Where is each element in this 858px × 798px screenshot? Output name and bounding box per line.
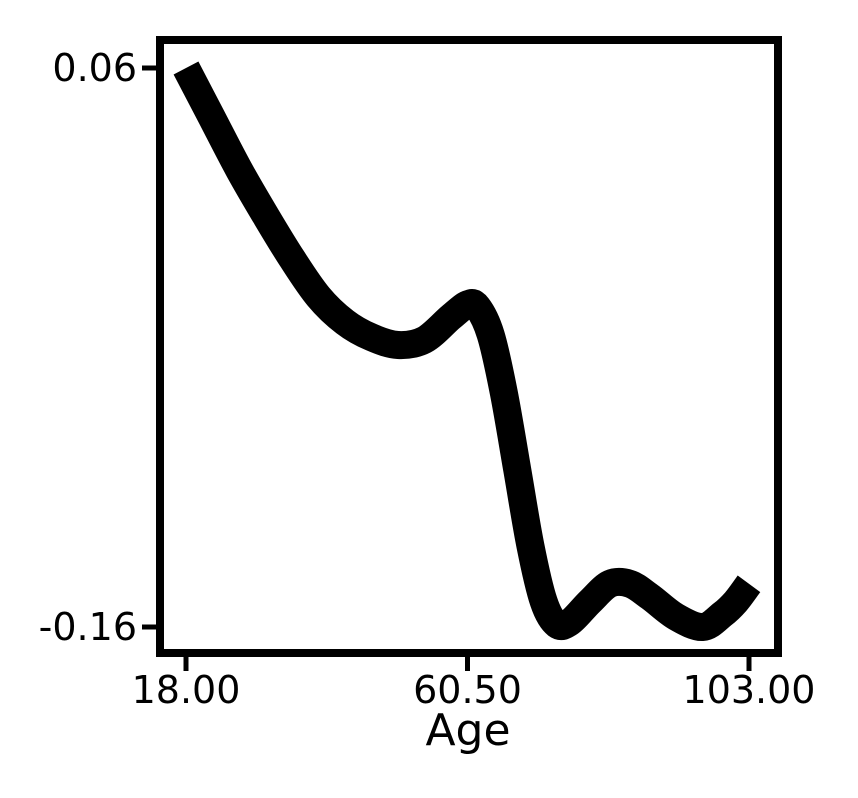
x-tick-label: 18.00 — [132, 668, 241, 712]
y-tick-label: -0.16 — [39, 605, 137, 649]
x-tick-label: 103.00 — [683, 668, 816, 712]
series-layer — [173, 61, 761, 641]
plot-frame — [156, 36, 782, 657]
y-axis: -0.16 0.06 — [39, 46, 160, 649]
x-axis-label: Age — [425, 705, 510, 756]
series-line-0 — [173, 61, 761, 641]
y-tick-label: 0.06 — [52, 46, 137, 90]
x-axis: 18.00 60.50 103.00 — [132, 653, 816, 712]
x-tick-label: 60.50 — [413, 668, 522, 712]
